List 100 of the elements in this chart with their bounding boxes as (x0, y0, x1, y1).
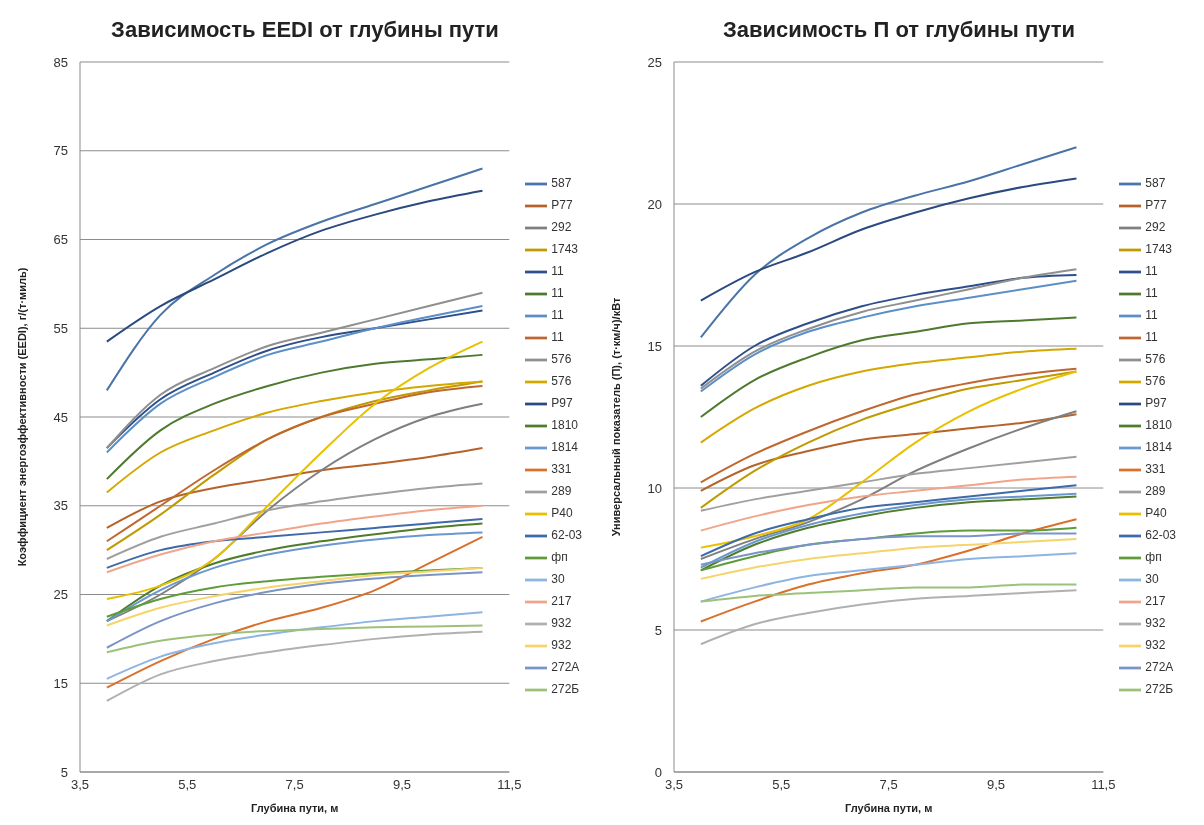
x-tick-label: 7,5 (285, 777, 304, 793)
legend-label: 576 (551, 352, 572, 367)
y-tick-label: 0 (654, 764, 662, 780)
line-series (699, 475, 1078, 532)
line-series (105, 189, 484, 343)
legend-label: 11 (1145, 308, 1158, 323)
y-tick-label: 5 (654, 622, 662, 638)
line-series (699, 455, 1078, 512)
legend-label: 576 (1145, 374, 1166, 389)
x-tick-label: 3,5 (664, 777, 684, 793)
x-axis-title: Глубина пути, м (250, 802, 339, 814)
x-tick-label: 7,5 (879, 777, 898, 793)
line-series (105, 340, 484, 600)
legend-label: 932 (1145, 616, 1166, 631)
line-series (105, 167, 484, 392)
x-tick-label: 9,5 (392, 777, 412, 793)
legend-label: 11 (551, 286, 564, 301)
legend-label: 62-03 (551, 528, 582, 543)
legend-label: 272Б (551, 682, 580, 697)
legend-label: 1810 (1145, 418, 1172, 433)
legend-label: 1743 (1145, 242, 1172, 257)
line-series (699, 347, 1078, 444)
y-tick-label: 10 (647, 480, 662, 496)
y-tick-label: 65 (53, 232, 68, 248)
chart-title: Зависимость П от глубины пути (721, 16, 1077, 44)
line-series (105, 504, 484, 574)
legend-label: P40 (551, 506, 573, 521)
y-axis-title: Коэффициент энергоэффективности (EEDI), г/(т·миль) (15, 267, 28, 567)
legend-label: P77 (1145, 198, 1167, 213)
legend-label: P97 (551, 396, 573, 411)
line-series (105, 353, 484, 481)
y-tick-label: 45 (53, 409, 68, 425)
legend-label: 272A (551, 660, 580, 675)
legend-label: 292 (551, 220, 572, 235)
legend-label: 1814 (551, 440, 578, 455)
line-series (699, 484, 1078, 558)
y-tick-label: 5 (60, 764, 68, 780)
y-tick-label: 85 (53, 54, 68, 70)
x-tick-label: 5,5 (772, 777, 791, 793)
legend-label: фп (551, 550, 568, 565)
y-tick-label: 75 (53, 143, 68, 159)
line-series (699, 532, 1078, 566)
x-tick-label: 3,5 (70, 777, 90, 793)
x-tick-label: 9,5 (986, 777, 1006, 793)
legend-label: 331 (551, 462, 572, 477)
legend-label: 11 (551, 308, 564, 323)
legend-label: 11 (551, 330, 564, 345)
line-series (699, 146, 1078, 339)
legend-label: 11 (1145, 286, 1158, 301)
legend-label: 289 (1145, 484, 1166, 499)
line-series (699, 538, 1078, 580)
line-series (699, 589, 1078, 646)
legend-label: фп (1145, 550, 1162, 565)
line-series (105, 571, 484, 649)
y-tick-label: 25 (647, 54, 662, 70)
line-series (699, 316, 1078, 418)
line-series (699, 367, 1078, 484)
legend-label: 576 (1145, 352, 1166, 367)
y-tick-label: 15 (53, 675, 68, 691)
legend-label: 1743 (551, 242, 578, 257)
line-series (105, 611, 484, 680)
legend-label: 289 (551, 484, 572, 499)
line-series (699, 370, 1078, 549)
legend-label: 576 (551, 374, 572, 389)
line-series (699, 583, 1078, 603)
line-series (105, 535, 484, 689)
line-series (699, 177, 1078, 302)
legend-label: 932 (551, 638, 572, 653)
legend-label: 272Б (1145, 682, 1174, 697)
line-series (105, 624, 484, 654)
legend-label: 272A (1145, 660, 1174, 675)
y-tick-label: 20 (647, 196, 662, 212)
line-series (699, 518, 1078, 623)
y-tick-label: 15 (647, 338, 662, 354)
legend-label: 1810 (551, 418, 578, 433)
line-series (105, 630, 484, 702)
legend-label: P77 (551, 198, 573, 213)
legend-label: P97 (1145, 396, 1167, 411)
y-tick-label: 25 (53, 587, 68, 603)
x-axis-title: Глубина пути, м (844, 802, 933, 814)
line-series (105, 518, 484, 569)
legend-label: 62-03 (1145, 528, 1176, 543)
legend-label: 11 (1145, 264, 1158, 279)
y-tick-label: 55 (53, 320, 68, 336)
legend-label: 11 (1145, 330, 1158, 345)
y-axis-title: Универсальный показатель (П), (т·км/ч)/кВт (609, 297, 622, 537)
legend-label: P40 (1145, 506, 1167, 521)
line-series (699, 413, 1078, 492)
x-tick-label: 5,5 (178, 777, 197, 793)
x-tick-label: 11,5 (1091, 777, 1116, 793)
y-tick-label: 35 (53, 498, 68, 514)
legend-label: 587 (1145, 176, 1166, 191)
line-series (105, 380, 484, 494)
legend-label: 217 (1145, 594, 1166, 609)
legend-label: 292 (1145, 220, 1166, 235)
legend-label: 932 (551, 616, 572, 631)
legend-label: 587 (551, 176, 572, 191)
legend-label: 932 (1145, 638, 1166, 653)
legend-label: 30 (1145, 572, 1159, 587)
line-series (105, 482, 484, 560)
